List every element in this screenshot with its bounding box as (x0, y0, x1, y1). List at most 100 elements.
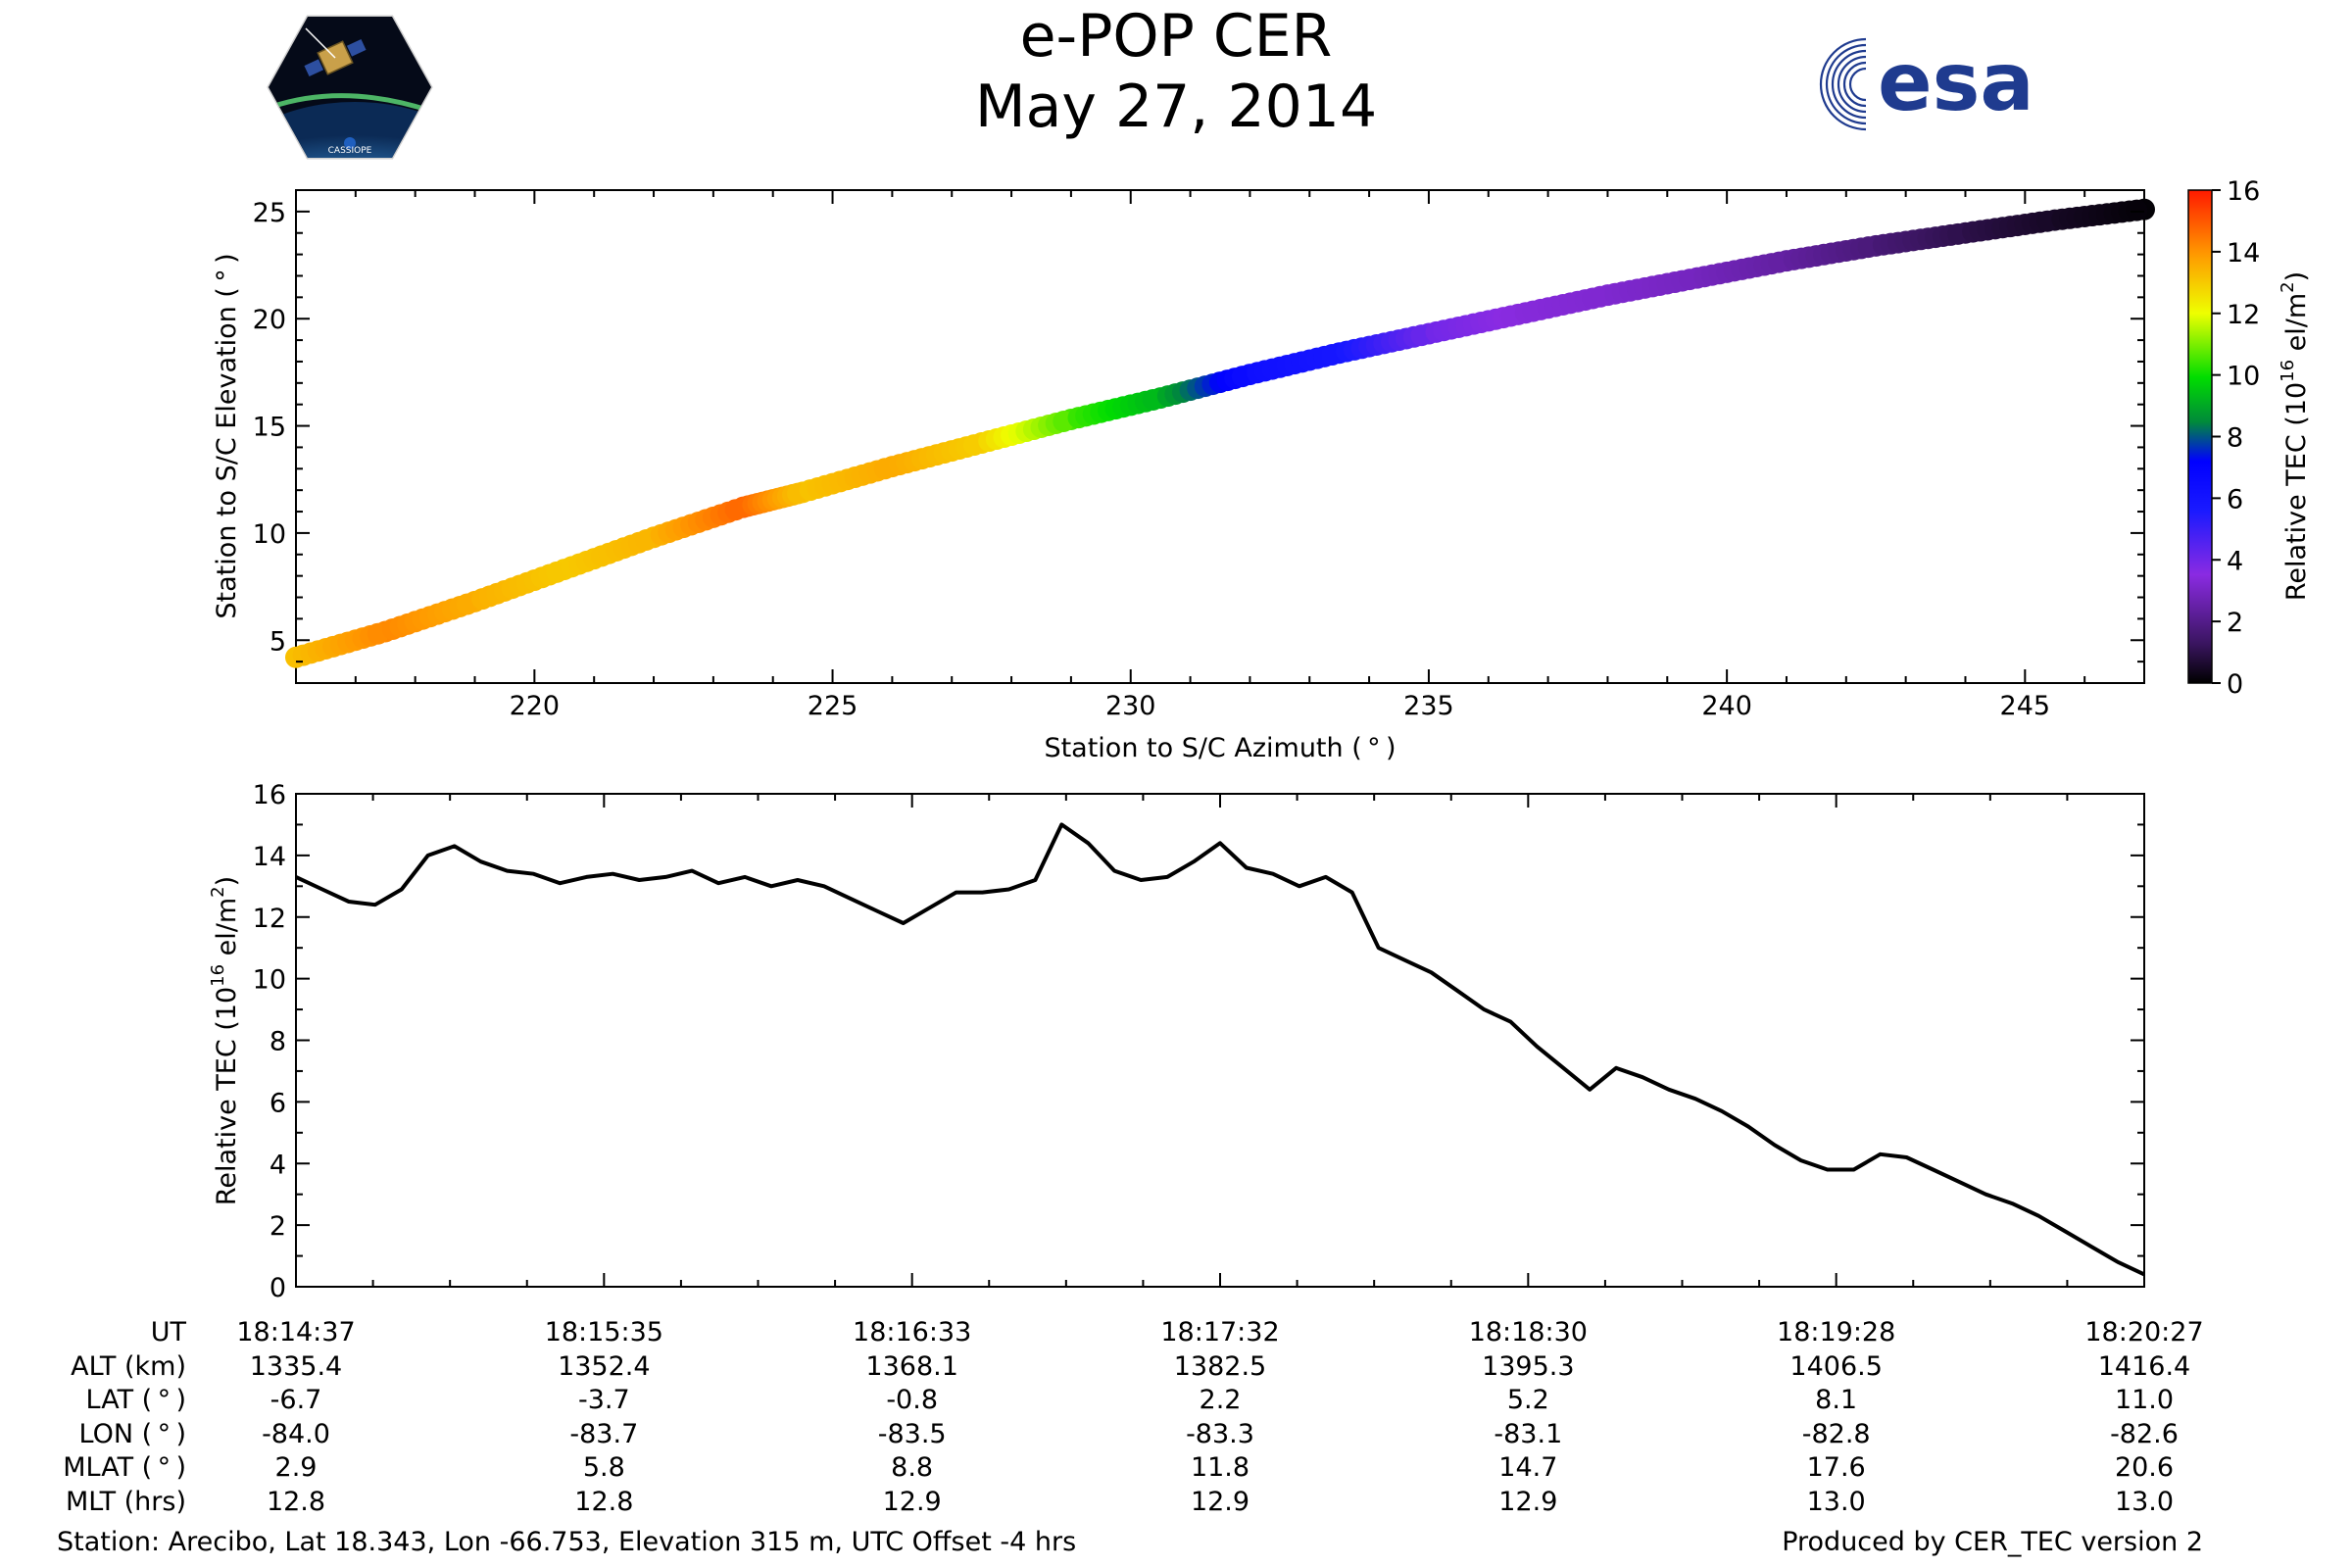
bottom-plot-y-label: Relative TEC (1016 el/m2) (208, 876, 242, 1205)
ephemeris-value: 12.9 (1190, 1486, 1250, 1517)
ephemeris-value: 2.9 (274, 1452, 318, 1483)
x-tick-label: 240 (1701, 691, 1752, 721)
ephemeris-value: 13.0 (1806, 1486, 1866, 1517)
ephemeris-row: LON ( ° ) -84.0 -83.7 -83.5 -83.3 -83.1 -82.8 -… (0, 1419, 2352, 1452)
ephemeris-row: UT 18:14:37 18:15:35 18:16:33 18:17:32 18:18:… (0, 1317, 2352, 1350)
produced-by: Produced by CER_TEC version 2 (1782, 1527, 2203, 1557)
cassiope-logo: CASSIOPE (267, 15, 433, 160)
bottom-plot-x-ticks (295, 794, 2145, 1287)
ephemeris-value: 1416.4 (2097, 1350, 2191, 1382)
ephemeris-value: 5.2 (1506, 1385, 1549, 1415)
track-point (2126, 199, 2148, 221)
ephemeris-value: 1406.5 (1789, 1350, 1883, 1382)
colorbar: 0 2 4 6 8 10 12 14 16 Relative TEC (1016 el/m2) (2187, 176, 2312, 700)
ephemeris-label: MLAT ( ° ) (63, 1452, 186, 1483)
top-plot: 220 225 230 235 240 245 5 10 15 20 25 Station to … (212, 189, 2155, 763)
top-plot-x-ticks: 220 225 230 235 240 245 (295, 190, 2145, 721)
colorbar-label: Relative TEC (1016 el/m2) (2278, 271, 2312, 601)
ephemeris-value: 18:19:28 (1777, 1317, 1896, 1348)
ephemeris-value: 12.8 (266, 1486, 326, 1517)
bottom-plot: 0 2 4 6 8 10 12 14 16 Relative TEC (1016 el/m2) (208, 780, 2145, 1303)
top-plot-x-label: Station to S/C Azimuth ( ° ) (1044, 733, 1396, 763)
ephemeris-value: 18:16:33 (853, 1317, 972, 1348)
ephemeris-row: LAT ( ° ) -6.7 -3.7 -0.8 2.2 5.2 8.1 11.0 (0, 1385, 2352, 1418)
ephemeris-value: 17.6 (1806, 1452, 1866, 1483)
y-tick-label: 6 (270, 1088, 286, 1118)
page-title: e-POP CER (1019, 2, 1333, 71)
ephemeris-value: -83.7 (569, 1418, 639, 1449)
ephemeris-row: ALT (km) 1335.4 1352.4 1368.1 1382.5 1395.3 14… (0, 1351, 2352, 1385)
x-tick-label: 225 (808, 691, 858, 721)
x-tick-label: 220 (510, 691, 561, 721)
colorbar-tick-label: 16 (2227, 176, 2260, 207)
ephemeris-row: MLAT ( ° ) 2.9 5.8 8.8 11.8 14.7 17.6 20.6 (0, 1452, 2352, 1486)
ephemeris-value: -0.8 (886, 1385, 938, 1415)
ephemeris-value: 14.7 (1498, 1452, 1558, 1483)
cassiope-logo-text: CASSIOPE (328, 146, 372, 156)
ephemeris-value: -3.7 (577, 1385, 630, 1415)
tec-series-line (295, 822, 2145, 1277)
y-tick-label: 4 (270, 1150, 286, 1180)
colorbar-gradient (2187, 189, 2213, 684)
colorbar-tick-label: 0 (2227, 669, 2243, 700)
ephemeris-value: 1368.1 (865, 1350, 958, 1382)
ephemeris-label: LAT ( ° ) (85, 1385, 186, 1415)
y-tick-label: 20 (253, 305, 286, 335)
ephemeris-label: UT (150, 1317, 186, 1348)
ephemeris-value: 12.9 (882, 1486, 942, 1517)
ephemeris-value: 18:14:37 (236, 1317, 356, 1348)
top-plot-y-ticks: 5 10 15 20 25 (253, 189, 2144, 684)
ephemeris-value: 20.6 (2114, 1452, 2175, 1483)
ephemeris-value: 11.8 (1190, 1452, 1250, 1483)
ephemeris-value: -82.6 (2110, 1418, 2179, 1449)
y-tick-label: 14 (253, 842, 286, 872)
ephemeris-value: 1335.4 (249, 1350, 343, 1382)
y-tick-label: 12 (253, 904, 286, 934)
ephemeris-value: 12.8 (574, 1486, 634, 1517)
ephemeris-value: -83.1 (1494, 1418, 1563, 1449)
x-tick-label: 235 (1403, 691, 1454, 721)
colorbar-tick-label: 2 (2227, 608, 2243, 638)
y-tick-label: 16 (253, 780, 286, 810)
colorbar-tick-label: 12 (2227, 300, 2260, 330)
top-plot-y-label: Station to S/C Elevation ( ° ) (212, 253, 242, 618)
ephemeris-value: -82.8 (1801, 1418, 1871, 1449)
page-date: May 27, 2014 (974, 73, 1378, 141)
colorbar-ticks: 0 2 4 6 8 10 12 14 16 (2212, 176, 2260, 700)
colorbar-tick-label: 8 (2227, 423, 2243, 454)
ephemeris-row: MLT (hrs) 12.8 12.8 12.9 12.9 12.9 13.0 13.0 (0, 1487, 2352, 1520)
y-tick-label: 10 (253, 519, 286, 550)
y-tick-label: 5 (270, 626, 286, 657)
ephemeris-value: 18:15:35 (544, 1317, 663, 1348)
ephemeris-value: 11.0 (2114, 1385, 2175, 1415)
ephemeris-value: 5.8 (582, 1452, 625, 1483)
ephemeris-label: ALT (km) (71, 1350, 186, 1382)
ephemeris-label: LON ( ° ) (78, 1418, 186, 1449)
colorbar-tick-label: 4 (2227, 546, 2243, 576)
ephemeris-label: MLT (hrs) (65, 1486, 186, 1517)
ephemeris-value: -83.5 (877, 1418, 947, 1449)
y-tick-label: 0 (270, 1273, 286, 1303)
ephemeris-value: 18:20:27 (2084, 1317, 2204, 1348)
ephemeris-value: 18:18:30 (1468, 1317, 1588, 1348)
colorbar-tick-label: 10 (2227, 362, 2260, 392)
ephemeris-value: -83.3 (1186, 1418, 1254, 1449)
ephemeris-value: 13.0 (2114, 1486, 2175, 1517)
ephemeris-value: 1395.3 (1482, 1350, 1575, 1382)
x-tick-label: 230 (1105, 691, 1156, 721)
bottom-plot-y-ticks: 0 2 4 6 8 10 12 14 16 (253, 780, 2144, 1303)
top-plot-track (285, 198, 2155, 668)
ephemeris-value: 8.8 (891, 1452, 934, 1483)
y-tick-label: 25 (253, 198, 286, 228)
x-tick-label: 245 (2000, 691, 2051, 721)
ephemeris-value: 12.9 (1498, 1486, 1558, 1517)
ephemeris-value: -84.0 (262, 1418, 330, 1449)
y-tick-label: 15 (253, 413, 286, 443)
station-info: Station: Arecibo, Lat 18.343, Lon -66.75… (57, 1527, 1077, 1557)
ephemeris-value: 1382.5 (1173, 1350, 1267, 1382)
bottom-plot-frame (295, 793, 2145, 1288)
ephemeris-value: 8.1 (1815, 1385, 1858, 1415)
esa-logo: esa (1819, 36, 2034, 131)
colorbar-tick-label: 14 (2227, 238, 2260, 269)
